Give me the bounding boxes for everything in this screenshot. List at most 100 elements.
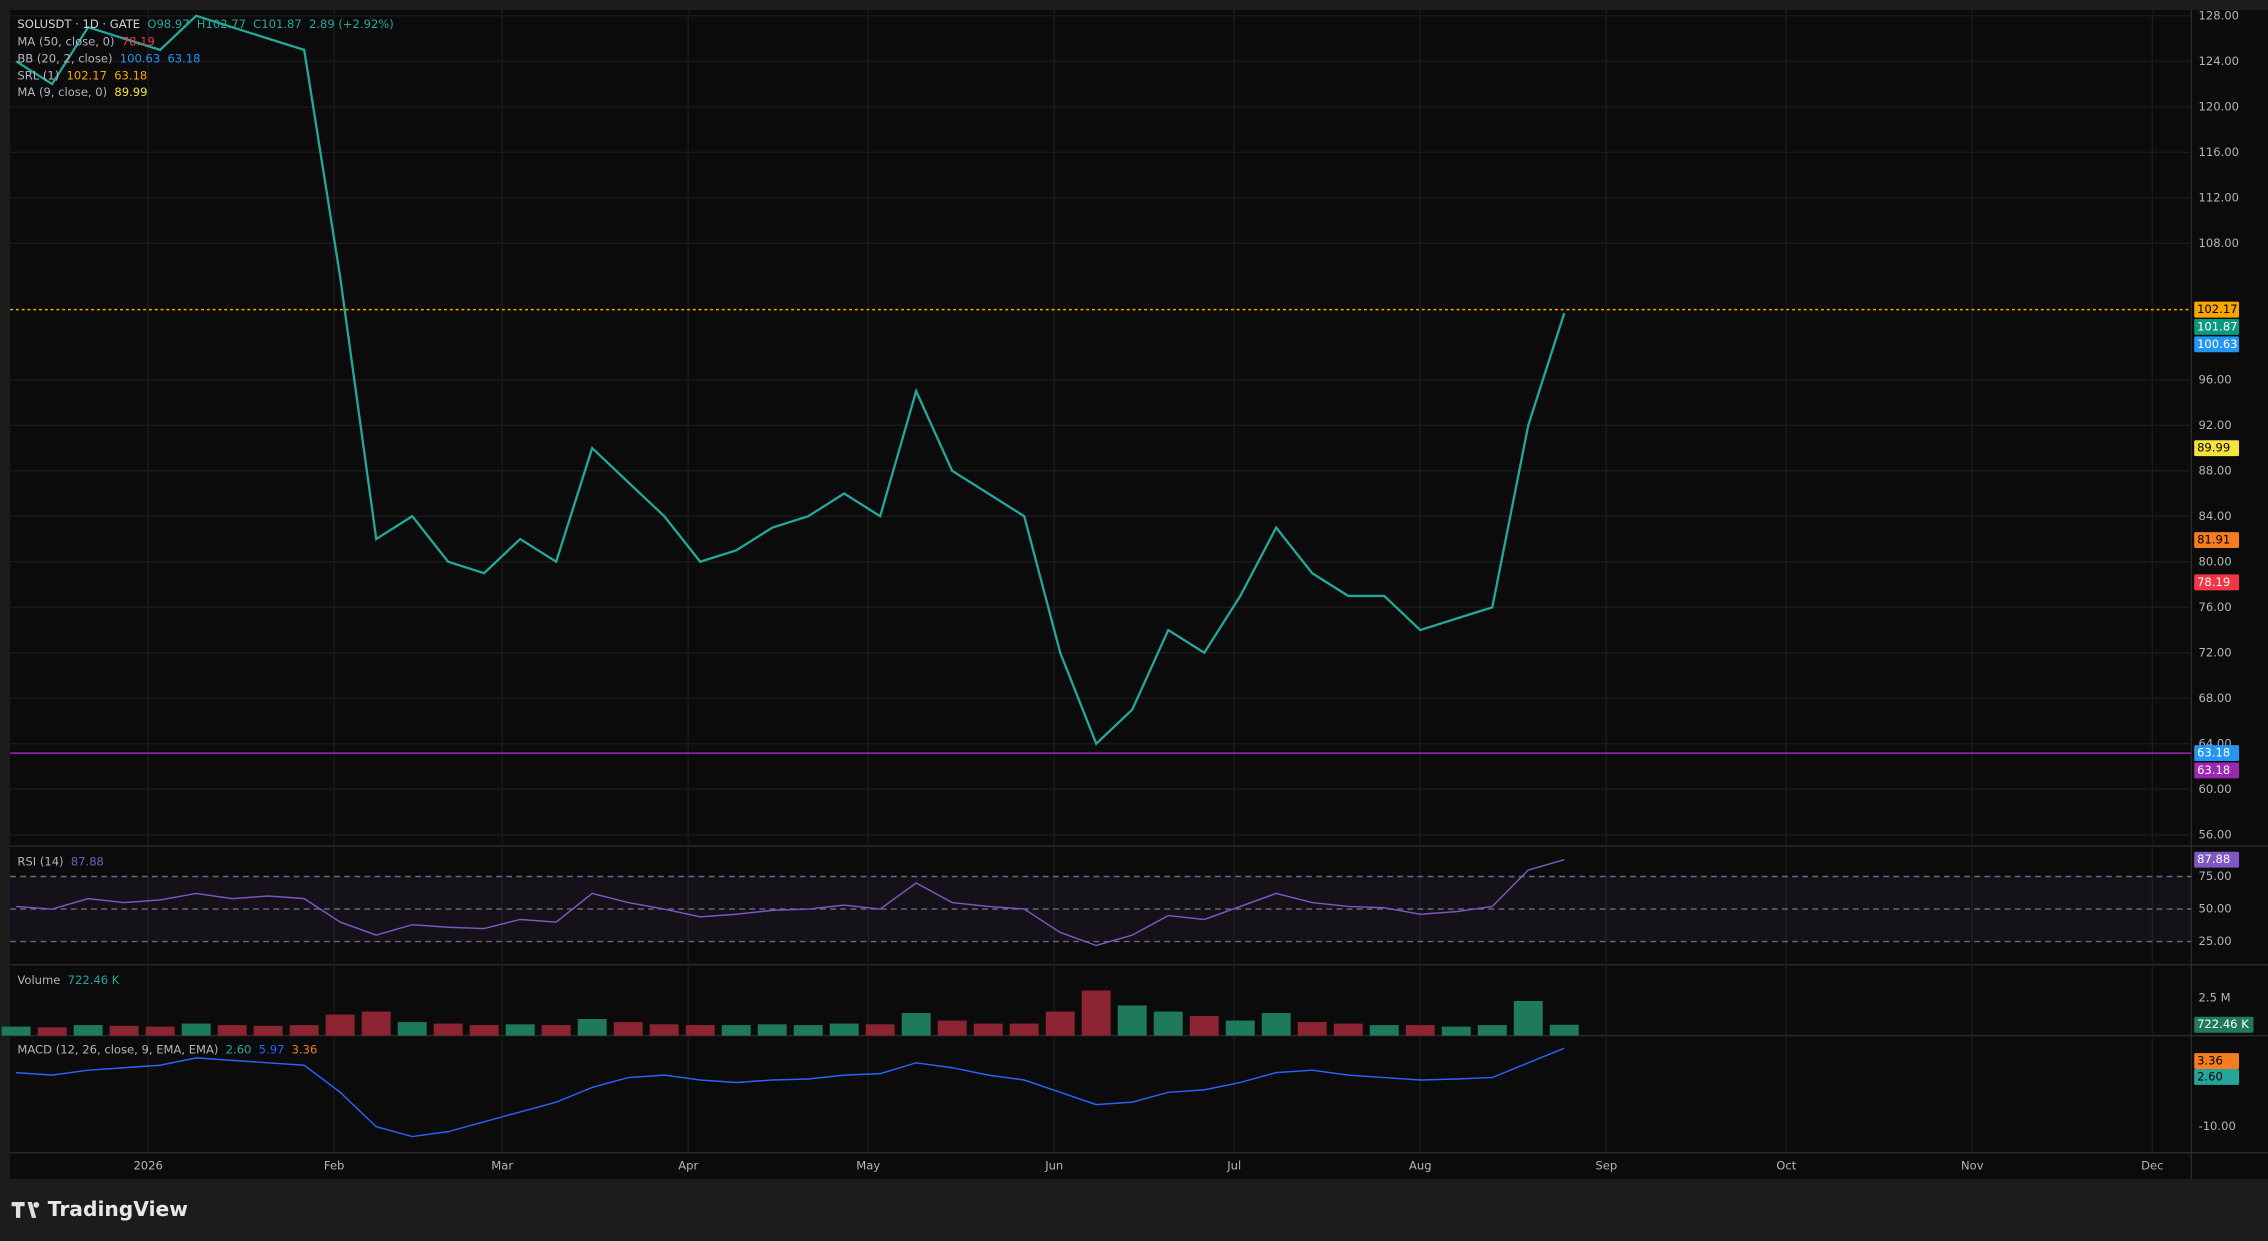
y-tick-label: 96.00: [2199, 372, 2232, 386]
y-tick-label: 112.00: [2199, 190, 2239, 204]
value-badge-label: 722.46 K: [2197, 1017, 2249, 1031]
pane-reading: 2.60: [226, 1043, 252, 1057]
price-badge: [2194, 440, 2240, 457]
volume-bar: [325, 1014, 355, 1036]
volume-bar: [1153, 1011, 1183, 1036]
volume-bar: [973, 1023, 1003, 1036]
pane-title: Volume: [17, 973, 60, 987]
volume-bar: [1333, 1023, 1363, 1036]
y-tick-label: 56.00: [2199, 827, 2232, 841]
volume-bar: [1513, 1001, 1543, 1036]
volume-bar: [361, 1011, 391, 1036]
x-tick-label: Mar: [491, 1158, 513, 1172]
x-tick-label: Dec: [2141, 1158, 2163, 1172]
y-tick-label: 25.00: [2199, 934, 2232, 948]
volume-bar: [1369, 1025, 1399, 1036]
volume-bar: [145, 1026, 175, 1036]
symbol-title: SOLUSDT · 1D · GATE: [17, 17, 140, 31]
volume-bar: [1441, 1026, 1471, 1036]
y-tick-label: 124.00: [2199, 54, 2239, 68]
price-badge: [2194, 745, 2240, 762]
y-tick-label: 128.00: [2199, 8, 2239, 22]
volume-bar: [901, 1013, 931, 1036]
volume-bar: [109, 1025, 139, 1036]
chart-area: [10, 10, 2268, 1179]
indicator-line: [16, 859, 1565, 947]
y-tick-label: 80.00: [2199, 554, 2232, 568]
price-badge-label: 100.63: [2197, 337, 2237, 351]
x-tick-label: Feb: [324, 1158, 344, 1172]
x-tick-label: May: [856, 1158, 880, 1172]
layer: 2026 Feb Mar Apr May Jun Jul Aug Sep Oct Nov Dec 56.…: [1, 8, 2254, 1172]
volume-bar: [721, 1025, 751, 1036]
y-tick-label: 50.00: [2199, 902, 2232, 916]
volume-bar: [289, 1025, 319, 1036]
indicator-label: BB (20, 2, close): [17, 51, 112, 65]
volume-bar: [685, 1025, 715, 1036]
indicator-reading: 89.99: [114, 85, 147, 99]
volume-bar: [577, 1019, 607, 1036]
price-badge: [2194, 532, 2240, 549]
y-tick-label: 92.00: [2199, 418, 2232, 432]
volume-bar: [37, 1027, 67, 1036]
volume-bar: [613, 1022, 643, 1036]
value-badge-label: 87.88: [2197, 852, 2230, 866]
x-tick-label: Apr: [678, 1158, 698, 1172]
y-tick-label: 76.00: [2199, 600, 2232, 614]
volume-bar: [1117, 1005, 1147, 1036]
volume-bar: [1009, 1023, 1039, 1036]
volume-bar: [1477, 1025, 1507, 1036]
logo: [11, 1201, 40, 1218]
x-tick-label: Jul: [1226, 1158, 1241, 1172]
price-badge-label: 63.18: [2197, 746, 2230, 760]
indicator-label: MA (9, close, 0): [17, 85, 107, 99]
pane-reading: 3.36: [292, 1043, 318, 1057]
price-line: [15, 14, 1566, 746]
indicator-reading: 63.18: [114, 68, 147, 82]
footer[interactable]: TradingView: [11, 1197, 188, 1221]
volume-bar: [1189, 1016, 1219, 1036]
volume-bar: [757, 1024, 787, 1036]
price-badge-label: 89.99: [2197, 441, 2230, 455]
indicator-line: [16, 1047, 1565, 1138]
quote-value: C101.87: [253, 17, 302, 31]
volume-bar: [541, 1025, 571, 1036]
volume-bar: [505, 1024, 535, 1036]
price-badge: [2194, 762, 2240, 779]
pane-title: RSI (14): [17, 855, 63, 869]
volume-bar: [181, 1023, 211, 1036]
pane-reading: 87.88: [71, 855, 104, 869]
y-tick-label: 72.00: [2199, 645, 2232, 659]
x-tick-label: Nov: [1961, 1158, 1984, 1172]
price-badge: [2194, 574, 2240, 591]
y-tick-label: 68.00: [2199, 691, 2232, 705]
x-tick-label: Jun: [1044, 1158, 1063, 1172]
pane-reading: 722.46 K: [68, 973, 120, 987]
y-tick-label: 108.00: [2199, 236, 2239, 250]
volume-bar: [469, 1025, 499, 1036]
quote-value: 2.89 (+2.92%): [309, 17, 394, 31]
indicator-reading: 100.63: [120, 51, 160, 65]
price-badge-label: 102.17: [2197, 302, 2237, 316]
y-tick-label: 84.00: [2199, 509, 2232, 523]
x-tick-label: Oct: [1776, 1158, 1796, 1172]
volume-bar: [433, 1023, 463, 1036]
brand: TradingView: [48, 1197, 188, 1221]
price-badge-label: 78.19: [2197, 575, 2230, 589]
quote-value: O98.97: [147, 17, 189, 31]
x-tick-label: Aug: [1409, 1158, 1432, 1172]
indicator-reading: 63.18: [167, 51, 200, 65]
pane-title: MACD (12, 26, close, 9, EMA, EMA): [17, 1043, 218, 1057]
indicator-reading: 78.19: [122, 34, 155, 48]
indicator-label: SRL (1): [17, 68, 59, 82]
price-badge-label: 81.91: [2197, 533, 2230, 547]
price-badge: [2194, 301, 2240, 318]
volume-bar: [865, 1024, 895, 1036]
volume-bar: [253, 1025, 283, 1036]
quote-value: H102.77: [197, 17, 246, 31]
price-badge: [2194, 336, 2240, 353]
price-badge: [2194, 319, 2240, 335]
volume-bar: [1045, 1011, 1075, 1036]
volume-bar: [1, 1026, 31, 1036]
